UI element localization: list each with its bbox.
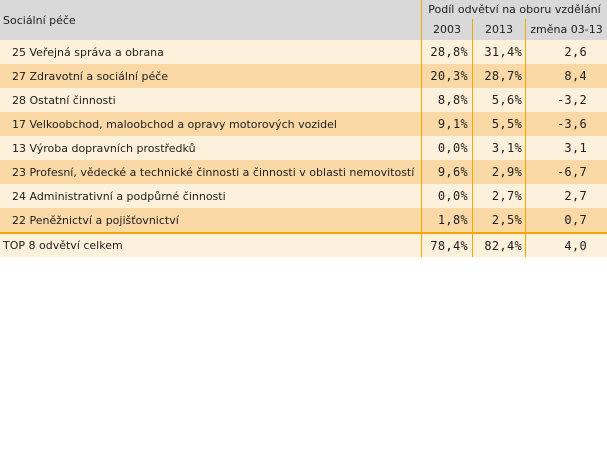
industry-share-table: Sociální péče Podíl odvětví na oboru vzd… (0, 0, 607, 257)
row-name: 28 Ostatní činnosti (12, 93, 116, 107)
row-name: 13 Výroba dopravních prostředků (12, 141, 196, 155)
column-header-2003: 2003 (421, 19, 472, 40)
row-value-2013: 31,4% (472, 40, 525, 64)
total-name: TOP 8 odvětví celkem (3, 239, 123, 252)
section-label: Sociální péče (3, 13, 76, 27)
year-headers: 2003 2013 změna 03-13 (421, 19, 607, 40)
row-name: 24 Administrativní a podpůrné činnosti (12, 189, 226, 203)
table-row: 23 Profesní, vědecké a technické činnost… (0, 160, 607, 184)
row-value-change: -6,7 (525, 160, 607, 184)
row-value-2003: 9,1% (421, 112, 472, 136)
row-value-change: 0,7 (525, 208, 607, 232)
row-value-2003: 20,3% (421, 64, 472, 88)
row-value-2013: 5,6% (472, 88, 525, 112)
column-header-change: změna 03-13 (525, 19, 607, 40)
row-value-2003: 0,0% (421, 136, 472, 160)
row-name: 25 Veřejná správa a obrana (12, 45, 164, 59)
total-value-2003: 78,4% (421, 234, 472, 257)
row-value-change: 8,4 (525, 64, 607, 88)
row-name: 17 Velkoobchod, maloobchod a opravy moto… (12, 117, 337, 131)
row-value-2003: 1,8% (421, 208, 472, 232)
table-row: 25 Veřejná správa a obrana 28,8% 31,4% 2… (0, 40, 607, 64)
row-value-2013: 3,1% (472, 136, 525, 160)
row-value-2003: 9,6% (421, 160, 472, 184)
group-header: Podíl odvětví na oboru vzdělání (421, 0, 607, 19)
row-name: 23 Profesní, vědecké a technické činnost… (12, 165, 415, 179)
row-value-2013: 2,5% (472, 208, 525, 232)
total-value-change: 4,0 (525, 234, 607, 257)
row-value-2013: 2,7% (472, 184, 525, 208)
row-value-change: -3,6 (525, 112, 607, 136)
table-header: Sociální péče Podíl odvětví na oboru vzd… (0, 0, 607, 40)
row-value-2003: 0,0% (421, 184, 472, 208)
table-row: 17 Velkoobchod, maloobchod a opravy moto… (0, 112, 607, 136)
row-value-2013: 5,5% (472, 112, 525, 136)
header-right: Podíl odvětví na oboru vzdělání 2003 201… (421, 0, 607, 40)
row-name: 22 Peněžnictví a pojišťovnictví (12, 213, 179, 227)
table-row: 27 Zdravotní a sociální péče 20,3% 28,7%… (0, 64, 607, 88)
row-value-2013: 2,9% (472, 160, 525, 184)
row-name: 27 Zdravotní a sociální péče (12, 69, 169, 83)
row-value-change: 3,1 (525, 136, 607, 160)
row-value-change: 2,6 (525, 40, 607, 64)
total-row: TOP 8 odvětví celkem 78,4% 82,4% 4,0 (0, 232, 607, 257)
table-row: 28 Ostatní činnosti 8,8% 5,6% -3,2 (0, 88, 607, 112)
table-row: 24 Administrativní a podpůrné činnosti 0… (0, 184, 607, 208)
table-row: 22 Peněžnictví a pojišťovnictví 1,8% 2,5… (0, 208, 607, 232)
row-value-2003: 8,8% (421, 88, 472, 112)
row-value-change: 2,7 (525, 184, 607, 208)
total-value-2013: 82,4% (472, 234, 525, 257)
row-value-2003: 28,8% (421, 40, 472, 64)
row-value-change: -3,2 (525, 88, 607, 112)
row-value-2013: 28,7% (472, 64, 525, 88)
table-row: 13 Výroba dopravních prostředků 0,0% 3,1… (0, 136, 607, 160)
column-header-2013: 2013 (472, 19, 525, 40)
